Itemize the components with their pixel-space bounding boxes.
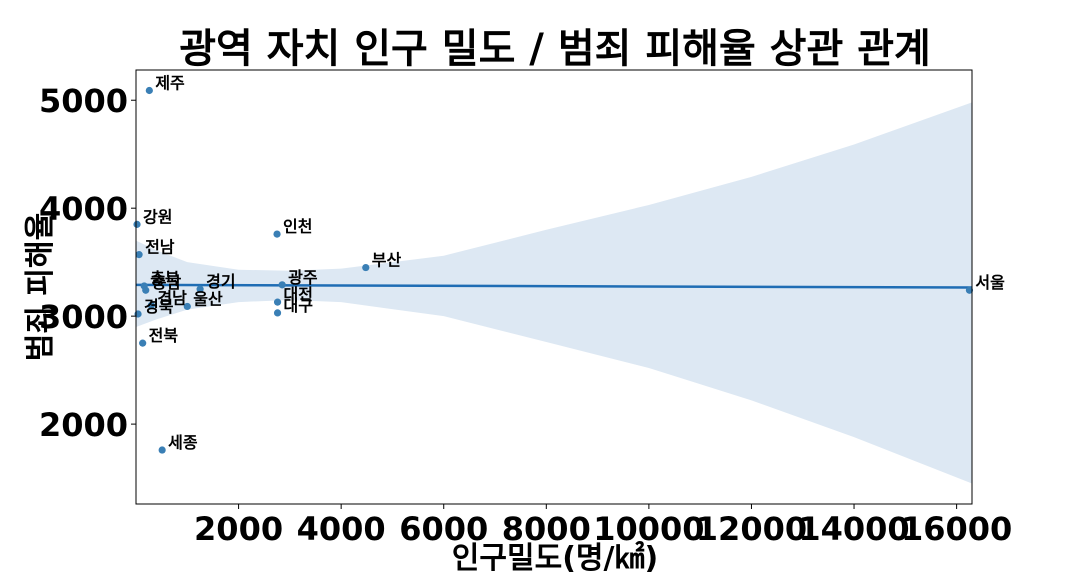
data-point (139, 339, 147, 347)
y-tick-label: 2000 (39, 406, 128, 444)
point-label: 강원 (143, 207, 172, 226)
point-label: 울산 (193, 289, 223, 308)
y-tick-label: 5000 (39, 82, 128, 120)
point-label: 서울 (975, 273, 1005, 292)
x-tick-label: 4000 (297, 510, 386, 548)
point-label: 대구 (284, 296, 314, 315)
data-point (196, 285, 204, 293)
point-label: 경북 (144, 297, 174, 316)
x-tick-label: 16000 (901, 510, 1012, 548)
y-tick-label: 4000 (39, 190, 128, 228)
data-point (158, 446, 166, 454)
x-tick-label: 6000 (399, 510, 488, 548)
y-axis-ticks: 2000 3000 4000 5000 (39, 82, 136, 444)
data-point (278, 281, 286, 289)
point-label: 충남 (152, 273, 182, 292)
point-label: 광주 (288, 268, 318, 287)
data-points-layer (133, 86, 974, 454)
data-point (965, 286, 974, 294)
plot-frame (135, 69, 973, 505)
confidence-band-layer (136, 102, 972, 484)
x-tick-label: 2000 (194, 510, 283, 548)
data-point (142, 286, 150, 294)
y-tick-label: 3000 (39, 298, 128, 336)
point-label: 제주 (155, 74, 185, 93)
data-point (273, 298, 282, 306)
x-tick-label: 12000 (696, 510, 807, 548)
point-label: 인천 (283, 217, 312, 236)
y-axis-label: 범죄 피해율 (23, 213, 58, 361)
x-tick-label: 10000 (593, 510, 704, 548)
data-point (133, 220, 141, 228)
point-label: 세종 (168, 433, 198, 452)
data-point (273, 309, 282, 317)
point-label: 경기 (206, 272, 235, 291)
data-point (362, 263, 370, 272)
data-point (183, 302, 191, 311)
data-point (147, 301, 155, 309)
point-label: 경남 (157, 288, 187, 307)
regression-line-layer (135, 283, 973, 289)
x-tick-label: 8000 (502, 510, 591, 548)
point-label: 전남 (145, 238, 175, 257)
data-point (135, 251, 143, 259)
x-tick-label: 14000 (798, 510, 909, 548)
data-point (273, 230, 281, 238)
point-label: 충북 (150, 269, 180, 288)
point-label: 부산 (372, 251, 402, 270)
point-label: 대전 (284, 285, 313, 304)
data-point (145, 86, 153, 95)
point-label: 전북 (149, 326, 179, 345)
confidence-band (136, 102, 972, 484)
regression-line (135, 283, 973, 289)
x-axis-label: 인구밀도(명/㎢) (452, 541, 658, 576)
chart-title: 광역 자치 인구 밀도 / 범죄 피해율 상관 관계 (179, 26, 931, 72)
